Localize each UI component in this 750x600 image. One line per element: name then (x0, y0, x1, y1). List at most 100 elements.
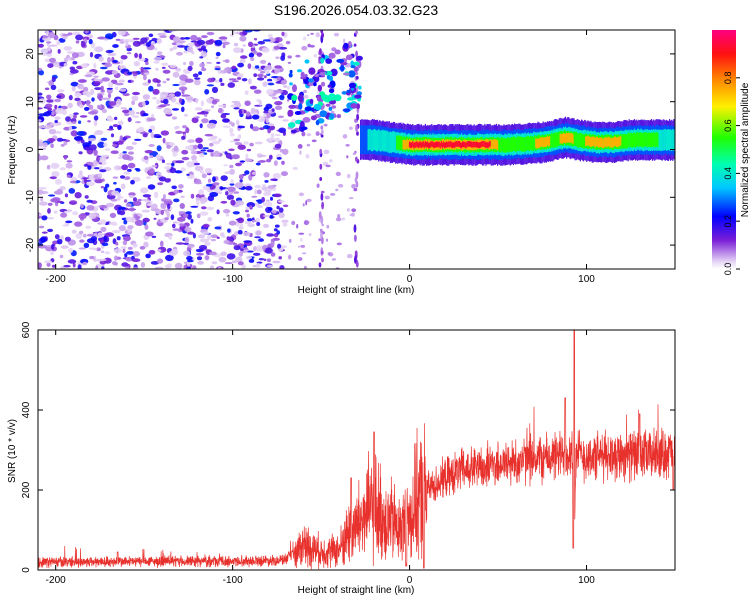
carrier-track-segment (457, 141, 459, 147)
noise-speckle (49, 123, 58, 126)
carrier-track-segment (481, 141, 483, 147)
noise-speckle (226, 253, 236, 260)
noise-speckle (63, 141, 68, 146)
noise-speckle (187, 42, 195, 47)
carrier-track-segment (526, 135, 528, 151)
noise-speckle (66, 160, 73, 163)
carrier-track-segment (504, 138, 506, 153)
carrier-track-segment (452, 142, 454, 148)
noise-speckle (78, 151, 83, 155)
noise-speckle (63, 210, 71, 213)
noise-speckle (156, 172, 162, 176)
early-signal-blob (304, 106, 312, 112)
noise-speckle (201, 35, 208, 39)
noise-speckle (166, 78, 170, 81)
noise-speckle (185, 211, 192, 215)
noise-speckle (243, 249, 249, 252)
noise-speckle (282, 204, 289, 208)
noise-speckle (133, 213, 138, 218)
carrier-track-segment (588, 136, 590, 146)
noise-speckle (168, 250, 178, 256)
noise-speckle (153, 56, 162, 61)
noise-speckle (115, 241, 119, 246)
noise-speckle (116, 236, 121, 241)
noise-speckle (51, 111, 55, 116)
noise-speckle (335, 188, 339, 192)
noise-speckle (78, 79, 87, 83)
noise-speckle (154, 266, 164, 269)
noise-speckle (267, 138, 272, 143)
noise-speckle (143, 155, 149, 160)
noise-speckle (159, 55, 166, 59)
noise-speckle (74, 192, 82, 199)
y-tick-label: 0 (25, 146, 36, 152)
carrier-track-segment (488, 141, 490, 148)
noise-speckle (267, 82, 275, 86)
noise-speckle (238, 174, 244, 180)
noise-speckle (57, 49, 61, 54)
noise-speckle (218, 36, 228, 40)
noise-speckle (42, 35, 48, 39)
noise-speckle (173, 145, 179, 152)
noise-speckle (326, 238, 328, 242)
carrier-track-segment (591, 136, 593, 147)
noise-speckle (256, 189, 262, 195)
noise-speckle (245, 206, 250, 210)
noise-speckle (264, 180, 269, 183)
carrier-track-segment (469, 140, 471, 147)
noise-speckle (63, 63, 68, 67)
noise-speckle (239, 179, 243, 183)
noise-speckle (97, 141, 106, 148)
noise-speckle (282, 119, 289, 122)
noise-speckle (67, 259, 77, 264)
noise-speckle (171, 108, 180, 111)
noise-speckle (346, 155, 349, 159)
carrier-track-segment (520, 136, 522, 152)
carrier-track-segment (472, 141, 474, 148)
noise-speckle (153, 217, 157, 220)
noise-speckle (132, 243, 138, 248)
noise-speckle (267, 78, 273, 82)
noise-speckle (53, 210, 58, 214)
noise-speckle (160, 240, 164, 247)
noise-speckle (121, 262, 129, 267)
noise-speckle (156, 145, 162, 152)
noise-speckle (40, 236, 47, 243)
noise-speckle (116, 98, 122, 105)
carrier-track-segment (387, 131, 389, 153)
noise-speckle (55, 178, 62, 185)
noise-speckle (190, 205, 199, 208)
carrier-track-segment (627, 132, 629, 147)
noise-speckle (97, 93, 103, 100)
noise-speckle (245, 117, 253, 120)
noise-speckle (206, 122, 216, 129)
noise-speckle (51, 171, 60, 178)
noise-speckle (237, 134, 242, 139)
noise-speckle (260, 65, 266, 69)
noise-speckle (147, 79, 151, 84)
noise-speckle (274, 101, 283, 106)
carrier-track-segment (589, 137, 591, 147)
noise-speckle (305, 200, 308, 206)
noise-speckle (171, 185, 177, 190)
noise-speckle (49, 176, 57, 179)
noise-speckle (231, 65, 237, 70)
noise-speckle (190, 193, 195, 199)
noise-speckle (99, 204, 108, 209)
noise-speckle (145, 42, 151, 47)
carrier-track-segment (611, 138, 613, 148)
noise-speckle (46, 94, 52, 100)
carrier-track-segment (416, 141, 418, 147)
early-signal-blob (350, 65, 356, 69)
vertical-artifact-mark (320, 193, 324, 201)
noise-speckle (90, 88, 95, 96)
early-signal-blob (287, 109, 294, 117)
noise-speckle (106, 117, 114, 122)
carrier-track-segment (569, 133, 571, 143)
vertical-artifact-mark (355, 50, 358, 58)
noise-speckle (88, 104, 94, 110)
noise-speckle (258, 258, 265, 261)
noise-speckle (142, 101, 146, 107)
carrier-track-segment (637, 132, 639, 147)
noise-speckle (190, 150, 198, 155)
